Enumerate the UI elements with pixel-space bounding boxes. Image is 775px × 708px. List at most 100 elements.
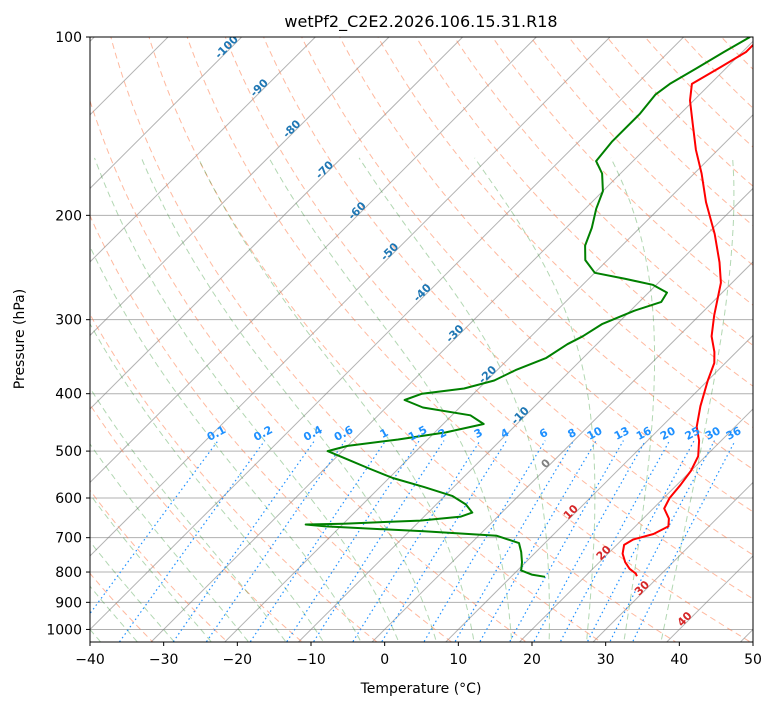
chart-title: wetPf2_C2E2.2026.106.15.31.R18 [284, 12, 557, 32]
mixing-ratio-label: 36 [724, 424, 744, 443]
dry-adiabat [262, 37, 753, 556]
mixing-ratio-line [609, 440, 716, 642]
moist-adiabat [90, 443, 250, 642]
mixing-ratio-label: 25 [683, 424, 703, 443]
moist-adiabat [90, 540, 176, 642]
moist-adiabat [90, 245, 362, 642]
dry-adiabat [644, 37, 753, 148]
mixing-ratio-line [532, 440, 647, 642]
y-tick-label: 1000 [46, 622, 82, 638]
mixing-ratio-line [205, 440, 346, 642]
isotherm-line [90, 37, 538, 484]
isotherm-line [150, 40, 753, 642]
mixing-ratio-line [454, 440, 575, 642]
dry-adiabat [186, 37, 752, 642]
dry-adiabat [529, 37, 753, 266]
y-axis-label: Pressure (hPa) [12, 289, 28, 389]
mixing-ratio-line [631, 440, 736, 642]
profile-lines [304, 37, 753, 578]
y-tick-label: 200 [55, 208, 82, 224]
x-tick-label: −10 [296, 652, 326, 668]
moist-adiabat [90, 585, 139, 642]
y-tick-label: 300 [55, 313, 82, 329]
mixing-ratio-line [249, 440, 387, 642]
dry-adiabat [453, 37, 753, 347]
moist-adiabat [660, 157, 735, 642]
isotherm-grid [90, 37, 753, 642]
isotherm-line [90, 37, 611, 557]
moist-adiabat [140, 157, 437, 642]
x-tick-label: −20 [223, 652, 253, 668]
mixing-ratio-label: 16 [634, 424, 654, 443]
isotherm-line [297, 187, 753, 642]
moist-adiabat [268, 157, 513, 642]
x-tick-label: −30 [149, 652, 179, 668]
x-tick-label: 40 [670, 652, 688, 668]
y-tick-label: 600 [55, 491, 82, 507]
mixing-ratio-label: 20 [658, 424, 678, 443]
mixing-ratio-line [508, 440, 624, 642]
plot-area: 0.1 0.2 0.4 0.6 1 1.5 2 3 4 6 8 10 13 16 20 25 30 36-100-… [90, 37, 753, 642]
dry-adiabat [148, 37, 677, 642]
moist-adiabat [358, 157, 550, 642]
isotherm-line [445, 334, 753, 642]
y-tick-label: 800 [55, 565, 82, 581]
moist-adiabat [94, 157, 400, 642]
isotherm-line [90, 37, 390, 337]
mixing-ratio-line [312, 440, 445, 642]
dry-adiabat [301, 37, 753, 513]
x-tick-label: 50 [744, 652, 762, 668]
moist-adiabat [197, 157, 475, 642]
isotherm-line [592, 481, 753, 642]
temperature-profile-line [621, 43, 753, 577]
mixing-ratio-label: 10 [585, 424, 605, 443]
moist-adiabat [610, 157, 656, 642]
x-tick-label: 10 [449, 652, 467, 668]
moist-adiabat [90, 493, 213, 642]
y-tick-label: 400 [55, 387, 82, 403]
dry-adiabat [110, 37, 602, 642]
isotherm-line [90, 37, 685, 631]
x-tick-label: 0 [380, 652, 389, 668]
y-axis: 100 200 300 400 500 600 700 800 900 1000 [46, 30, 90, 638]
mixing-ratio-lines [90, 440, 736, 642]
x-tick-label: 30 [597, 652, 615, 668]
y-tick-label: 700 [55, 531, 82, 547]
x-tick-label: −40 [75, 652, 105, 668]
dry-adiabat [415, 37, 753, 387]
isobar-grid [90, 37, 753, 630]
dewpoint-profile-line [304, 37, 751, 578]
x-tick-label: 20 [523, 652, 541, 668]
isotherm-line [90, 37, 464, 410]
dry-adiabat [491, 37, 753, 306]
mixing-ratio-label: 13 [612, 424, 632, 443]
moist-adiabats [90, 157, 735, 642]
dry-adiabats [90, 37, 753, 642]
y-tick-label: 500 [55, 444, 82, 460]
mixing-ratio-line [90, 440, 219, 615]
isotherm-line [90, 37, 317, 263]
dry-adiabat [606, 37, 753, 187]
dry-adiabat [90, 214, 453, 642]
dry-adiabat [90, 489, 229, 642]
mixing-ratio-line [285, 440, 420, 642]
mixing-ratio-label: 30 [703, 424, 723, 443]
dry-adiabat [90, 313, 378, 642]
y-tick-label: 100 [55, 30, 82, 46]
x-axis: −40 −30 −20 −10 0 10 20 30 40 50 [75, 642, 762, 668]
isotherm-line [518, 408, 753, 642]
x-axis-label: Temperature (°C) [360, 681, 482, 697]
moist-adiabat [474, 157, 596, 642]
dry-adiabat [377, 37, 753, 429]
mixing-ratio-line [559, 440, 671, 642]
isotherm-line [224, 114, 753, 642]
mixing-ratio-line [586, 440, 695, 642]
y-tick-label: 900 [55, 595, 82, 611]
moist-adiabat [90, 322, 325, 642]
dry-adiabat [224, 37, 753, 600]
moist-adiabat [90, 387, 287, 642]
isotherm-line [90, 37, 243, 190]
